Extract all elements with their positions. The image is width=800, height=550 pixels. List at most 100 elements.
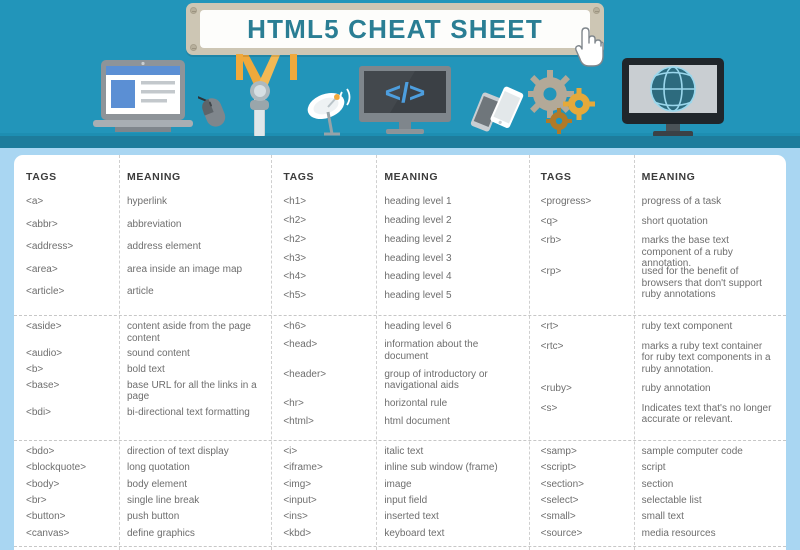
- mouse-illustration: [195, 88, 228, 130]
- meaning-cell: sample computer code: [641, 446, 743, 457]
- meaning-cell: long quotation: [127, 462, 190, 474]
- table-row: <rb> marks the base text component of a r…: [529, 235, 786, 269]
- meaning-cell: inline sub window (frame): [384, 462, 498, 474]
- table-row: <audio> sound content: [14, 348, 271, 360]
- table-row: <canvas> define graphics: [14, 528, 271, 540]
- tag-cell: <ins>: [283, 511, 308, 523]
- table-row: <h2> heading level 2: [271, 215, 528, 227]
- meaning-cell: bi-directional text formatting: [127, 406, 250, 418]
- meaning-cell: direction of text display: [127, 446, 229, 457]
- meaning-cell: single line break: [127, 495, 200, 506]
- row-group-separator: [14, 315, 786, 316]
- meaning-cell: content aside from the page content: [127, 321, 251, 344]
- meaning-cell: input field: [384, 495, 428, 506]
- meaning-cell: area inside an image map: [127, 263, 243, 275]
- meaning-cell: body element: [127, 478, 188, 490]
- meaning-cell: abbreviation: [127, 218, 182, 230]
- tag-cell: <head>: [283, 339, 318, 350]
- table-row: <i> italic text: [271, 446, 528, 458]
- table-row: <header> group of introductory or navigat…: [271, 369, 528, 392]
- table-row: <address> address element: [14, 241, 271, 253]
- tag-cell: <ruby>: [540, 383, 572, 395]
- meaning-cell: media resources: [641, 527, 716, 539]
- table-row: <img> image: [271, 479, 528, 491]
- table-row: <q> short quotation: [529, 216, 786, 228]
- smartphones-illustration: [470, 84, 526, 136]
- table-row: <rt> ruby text component: [529, 321, 786, 333]
- tag-cell: <h2>: [283, 214, 307, 226]
- tag-cell: <blockquote>: [26, 462, 87, 474]
- column-header-meaning: MEANING: [127, 171, 181, 183]
- meaning-cell: define graphics: [127, 527, 195, 539]
- tag-cell: <section>: [540, 478, 585, 490]
- table-row: <ins> inserted text: [271, 511, 528, 523]
- column-divider: [271, 155, 273, 550]
- table-row: <rp> used for the benefit of browsers tha…: [529, 266, 786, 301]
- tag-cell: <h1>: [283, 196, 307, 207]
- tag-cell: <h5>: [283, 290, 307, 302]
- tag-cell: <address>: [26, 241, 74, 253]
- meaning-cell: group of introductory or navigational ai…: [384, 368, 488, 392]
- tag-cell: <s>: [540, 402, 558, 414]
- table-row: <progress> progress of a task: [529, 196, 786, 208]
- header-banner: </>: [0, 0, 800, 148]
- tag-cell: <bdo>: [26, 446, 55, 457]
- meaning-cell: hyperlink: [127, 196, 168, 207]
- meaning-cell: italic text: [384, 446, 424, 457]
- tag-cell: <rt>: [540, 321, 559, 332]
- table-row: <small> small text: [529, 511, 786, 523]
- tag-cell: <kbd>: [283, 527, 312, 539]
- meaning-cell: small text: [641, 511, 684, 523]
- table-row: <abbr> abbreviation: [14, 219, 271, 231]
- tag-cell: <progress>: [540, 196, 592, 207]
- meaning-cell: section: [641, 478, 674, 490]
- column-header-tags: TAGS: [540, 171, 572, 183]
- table-row: <br> single line break: [14, 495, 271, 507]
- meaning-cell: image: [384, 478, 412, 490]
- tag-cell: <b>: [26, 363, 44, 375]
- sign-post-right: [290, 54, 297, 80]
- table-row: <h2> heading level 2: [271, 234, 528, 246]
- screw-icon: [190, 7, 197, 14]
- tag-cell: <base>: [26, 379, 60, 391]
- tag-cell: <bdi>: [26, 406, 52, 418]
- table-row: <ruby> ruby annotation: [529, 383, 786, 395]
- meaning-cell: heading level 3: [384, 252, 452, 264]
- meaning-cell: short quotation: [641, 215, 708, 227]
- meaning-cell: address element: [127, 241, 201, 253]
- table-row: <body> body element: [14, 479, 271, 491]
- tag-cell: <audio>: [26, 348, 63, 360]
- table-row: <h1> heading level 1: [271, 196, 528, 208]
- laptop-illustration: [93, 60, 193, 135]
- globe-monitor-illustration: [620, 58, 726, 138]
- tag-cell: <samp>: [540, 446, 577, 457]
- meaning-cell: html document: [384, 416, 450, 427]
- tag-cell: <select>: [540, 495, 579, 506]
- meaning-cell: heading level 5: [384, 290, 452, 302]
- tag-cell: <h3>: [283, 252, 307, 264]
- tag-cell: <abbr>: [26, 218, 58, 230]
- column-header-tags: TAGS: [283, 171, 315, 183]
- table-row: <head> information about the document: [271, 339, 528, 362]
- table-row: <iframe> inline sub window (frame): [271, 462, 528, 474]
- meaning-cell: horizontal rule: [384, 398, 448, 409]
- meaning-cell: sound content: [127, 348, 190, 360]
- tag-cell: <body>: [26, 478, 60, 490]
- meaning-cell: marks the base text component of a ruby …: [641, 235, 733, 270]
- table-row: <samp> sample computer code: [529, 446, 786, 458]
- title-plate: HTML5 CHEAT SHEET: [200, 10, 590, 48]
- tag-cell: <rtc>: [540, 340, 564, 352]
- tag-cell: <i>: [283, 446, 298, 457]
- row-group-separator: [14, 546, 786, 547]
- table-row: <rtc> marks a ruby text container for rub…: [529, 341, 786, 376]
- cheatsheet-table-card: TAGS MEANING TAGS MEANING TAGS MEANING <a> hype…: [14, 155, 786, 550]
- tag-cell: <html>: [283, 416, 314, 427]
- row-group-separator: [14, 440, 786, 441]
- tag-cell: <q>: [540, 215, 558, 227]
- meaning-cell: heading level 6: [384, 321, 452, 332]
- table-row: <h5> heading level 5: [271, 290, 528, 302]
- tag-cell: <h2>: [283, 233, 307, 245]
- tag-cell: <area>: [26, 263, 58, 275]
- sign-post-left: [236, 54, 243, 80]
- robot-arm-illustration: [226, 50, 296, 138]
